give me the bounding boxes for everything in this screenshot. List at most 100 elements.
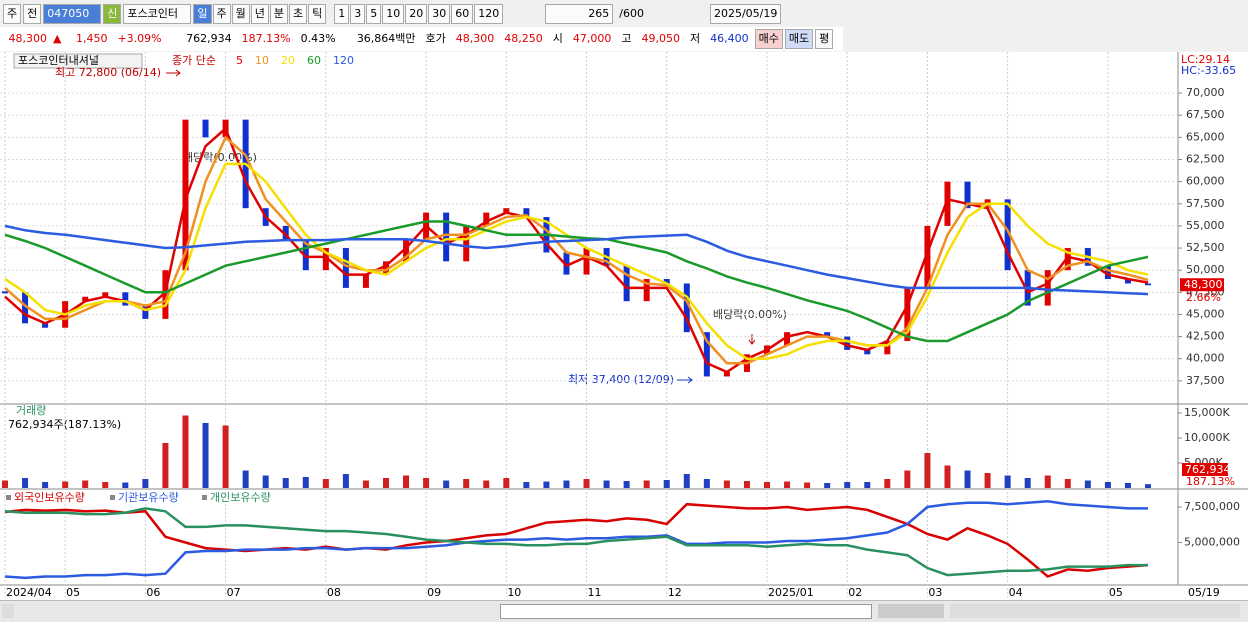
interval-button[interactable]: 10 (382, 4, 405, 24)
ma-line (4, 135, 1149, 365)
buy-button[interactable]: 매수 (754, 29, 783, 49)
period-button[interactable]: 월 (231, 4, 250, 24)
annotation: 최저 37,400 (12/09) (568, 373, 674, 386)
avg-button[interactable]: 평 (815, 29, 834, 49)
volume-bar (62, 481, 69, 488)
new-badge[interactable]: 신 (103, 4, 122, 24)
code-input[interactable]: 047050 (43, 4, 102, 24)
candle (944, 181, 951, 226)
ask: 48,300 (455, 32, 495, 45)
scroll-thumb[interactable] (500, 604, 872, 619)
sell-button[interactable]: 매도 (784, 29, 814, 49)
interval-button[interactable]: 3 (350, 4, 366, 24)
period-button[interactable]: 초 (289, 4, 308, 24)
volume-bar (703, 479, 710, 488)
interval-button[interactable]: 30 (428, 4, 451, 24)
volume-bar (162, 443, 169, 488)
candle (403, 239, 410, 262)
volume-bar (743, 481, 750, 488)
volume-bar (623, 481, 630, 488)
y-tick-label: 7,500,000 (1184, 500, 1240, 513)
candle (1044, 270, 1051, 306)
volume-bar (182, 415, 189, 488)
all-select[interactable]: 전 (23, 4, 42, 24)
stock-name[interactable]: 포스코인터 (123, 4, 192, 24)
x-tick-label: 12 (668, 586, 682, 599)
candle (563, 252, 570, 275)
legend-entry: 5 (236, 54, 243, 67)
annotation-arrow (677, 376, 693, 384)
legend-entry: 60 (307, 54, 321, 67)
volume-bar (463, 479, 470, 488)
x-tick-label: 09 (427, 586, 441, 599)
candle (2, 291, 8, 294)
candle (342, 248, 349, 288)
volume-bar (282, 478, 289, 488)
volume-bar (643, 480, 650, 488)
candle (844, 336, 851, 350)
price: 48,300 (8, 32, 48, 45)
volume-bar (102, 482, 109, 488)
candle (322, 248, 329, 271)
volume-bar (202, 423, 209, 488)
count-input[interactable]: 265 (545, 4, 614, 24)
x-tick-label: 2024/04 (6, 586, 52, 599)
market-select[interactable]: 주 (3, 4, 22, 24)
interval-button[interactable]: 1 (334, 4, 350, 24)
volume-bar (964, 470, 971, 488)
volume-bar (242, 470, 249, 488)
last-volume-rate: 187.13% (1186, 475, 1235, 488)
candle (663, 279, 670, 284)
y-tick-label: 40,000 (1186, 352, 1225, 365)
candle (643, 279, 650, 302)
period-button[interactable]: 년 (250, 4, 269, 24)
volume-bar (122, 482, 129, 488)
period-button[interactable]: 틱 (308, 4, 327, 24)
y-tick-label: 50,000 (1186, 263, 1225, 276)
volume-bar (302, 477, 309, 488)
volume-bar (42, 482, 49, 488)
volume-bar (1145, 484, 1151, 488)
title-box (13, 53, 143, 69)
last-volume-label: 762,934 (1185, 463, 1231, 476)
candle (904, 287, 911, 342)
volume-title: 거래량 (16, 404, 46, 417)
interval-button[interactable]: 5 (366, 4, 382, 24)
legend-entry: 개인보유수량 (210, 491, 271, 504)
annotation: 최고 72,800 (06/14) (55, 66, 161, 79)
high-label: 고 (621, 32, 632, 45)
candle (784, 332, 791, 346)
last-volume-box (1182, 463, 1228, 476)
date-input[interactable]: 2025/05/19 (709, 4, 782, 24)
candle (443, 212, 450, 262)
candle (42, 323, 49, 328)
nav-buttons[interactable] (878, 604, 944, 618)
zoom-tools[interactable] (950, 604, 1240, 618)
interval-button[interactable]: 20 (405, 4, 428, 24)
period-button[interactable]: 주 (212, 4, 231, 24)
count-max: /600 (619, 7, 644, 20)
candle (924, 225, 931, 288)
period-button[interactable]: 분 (269, 4, 288, 24)
y-tick-label: 15,000K (1184, 406, 1230, 419)
scroll-left[interactable] (2, 604, 14, 618)
candle (703, 332, 710, 377)
holding-line (4, 502, 1149, 578)
volume-bar (563, 480, 570, 488)
y-tick-label: 57,500 (1186, 197, 1225, 210)
holding-line (4, 507, 1148, 577)
x-tick-label: 05 (1109, 586, 1123, 599)
y-tick-label: 62,500 (1186, 152, 1225, 165)
volume-bar (262, 475, 269, 488)
volume-bar (804, 482, 811, 488)
volume-rate: 187.13% (241, 32, 291, 45)
holding-line (4, 500, 1148, 580)
volume: 762,934 (186, 32, 232, 45)
interval-button[interactable]: 120 (474, 4, 504, 24)
volume-bar (322, 479, 329, 488)
volume-bar (944, 465, 951, 488)
period-button[interactable]: 일 (193, 4, 212, 24)
candle (523, 208, 530, 218)
interval-button[interactable]: 60 (451, 4, 474, 24)
